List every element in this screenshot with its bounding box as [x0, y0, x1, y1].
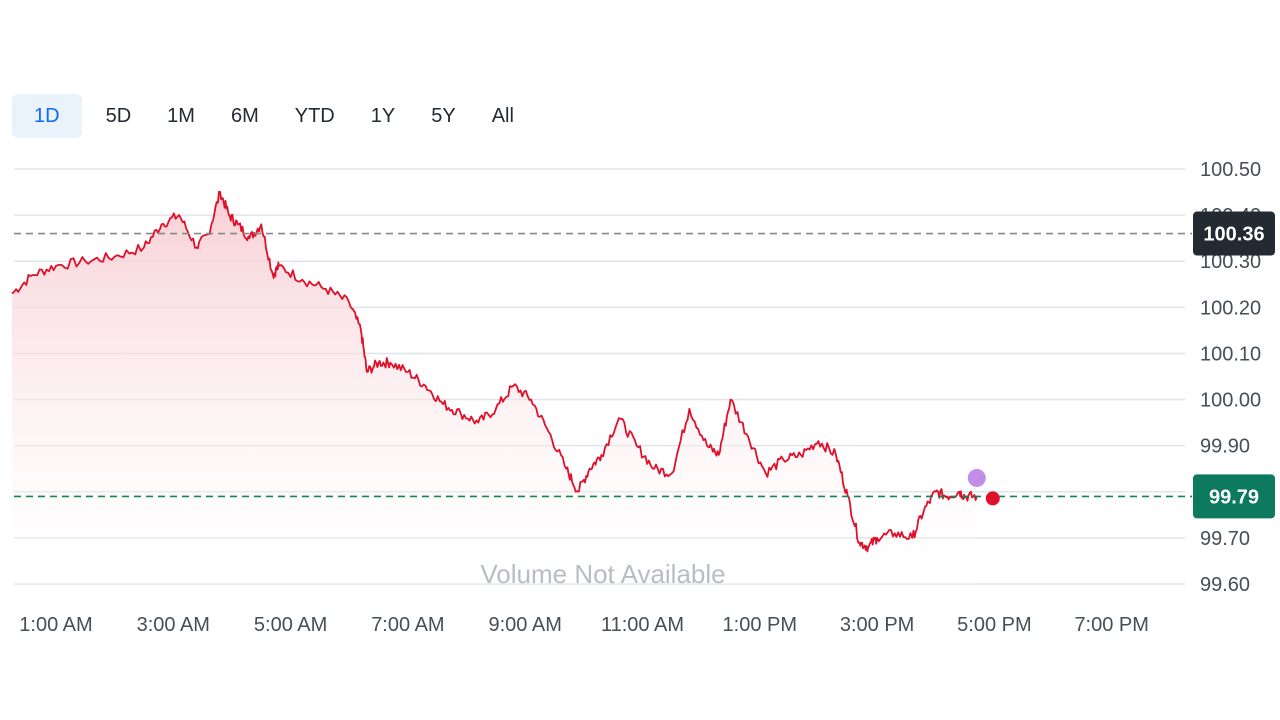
range-tab-6m[interactable]: 6M [230, 104, 259, 127]
previous-close-badge-text: 100.36 [1203, 224, 1264, 246]
range-tab-1d[interactable]: 1D [12, 94, 82, 138]
x-axis-labels: 1:00 AM 3:00 AM 5:00 AM 7:00 AM 9:00 AM 11:00… [19, 614, 1149, 636]
y-tick-label: 100.00 [1200, 390, 1261, 412]
y-tick-label: 100.10 [1200, 343, 1261, 365]
x-tick-label: 7:00 AM [371, 614, 444, 636]
current-price-dot [985, 491, 1000, 506]
x-tick-label: 7:00 PM [1074, 614, 1148, 636]
x-tick-label: 11:00 AM [601, 614, 684, 636]
range-tab-5d[interactable]: 5D [105, 104, 132, 127]
reference-lines [14, 232, 1192, 498]
range-tab-1y[interactable]: 1Y [370, 104, 396, 127]
event-marker-dot[interactable] [967, 468, 986, 487]
y-tick-label: 99.70 [1200, 528, 1250, 550]
y-tick-label: 100.30 [1200, 251, 1261, 273]
x-tick-label: 1:00 PM [723, 614, 797, 636]
previous-close-badge: 100.36 [1193, 211, 1275, 256]
price-line [11, 190, 978, 553]
price-markers [967, 468, 1000, 506]
y-tick-label: 99.60 [1200, 574, 1250, 596]
x-tick-label: 5:00 PM [957, 614, 1031, 636]
y-tick-label: 99.90 [1200, 436, 1250, 458]
y-tick-label: 100.50 [1200, 159, 1261, 181]
volume-not-available-label: Volume Not Available [480, 559, 725, 589]
current-price-badge-text: 99.79 [1209, 486, 1259, 508]
current-price-badge: 99.79 [1193, 474, 1275, 519]
range-tab-1m[interactable]: 1M [167, 104, 195, 127]
range-tab-all[interactable]: All [491, 104, 514, 127]
x-tick-label: 9:00 AM [488, 614, 561, 636]
price-area-fill [12, 191, 977, 584]
x-tick-label: 1:00 AM [19, 614, 92, 636]
price-badges: 100.36 99.79 [1193, 211, 1275, 519]
time-range-selector: 1D 5D 1M 6M YTD 1Y 5Y All [12, 94, 538, 138]
range-tab-ytd[interactable]: YTD [294, 104, 335, 127]
x-tick-label: 3:00 AM [137, 614, 210, 636]
x-tick-label: 5:00 AM [254, 614, 327, 636]
y-tick-label: 100.20 [1200, 297, 1261, 319]
x-tick-label: 3:00 PM [840, 614, 914, 636]
range-tab-5y[interactable]: 5Y [431, 104, 456, 127]
